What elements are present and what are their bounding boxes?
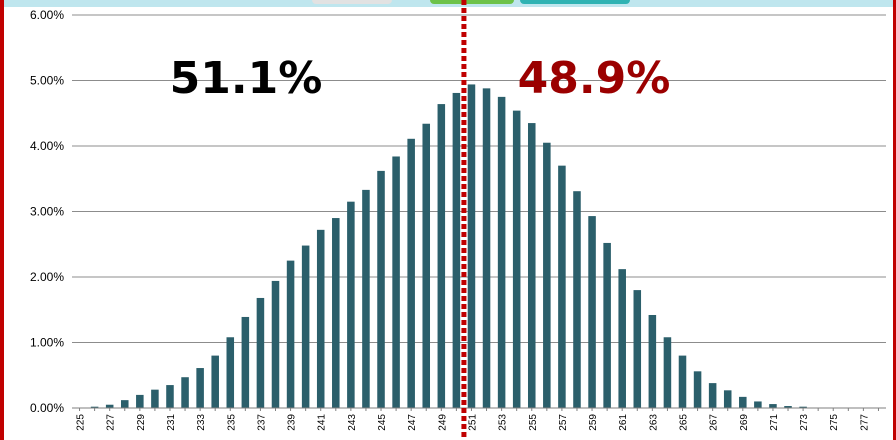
bar-258 xyxy=(573,191,581,408)
bar-252 xyxy=(482,88,491,409)
x-tick-label: 275 xyxy=(829,414,840,431)
y-axis-ticks: 0.00% 1.00% 2.00% 3.00% 4.00% 5.00% 6.00% xyxy=(30,8,64,415)
bar-257 xyxy=(558,165,566,408)
bar-235 xyxy=(226,337,235,408)
bar-251 xyxy=(467,84,476,409)
right-share-label: 48.9% xyxy=(518,53,671,104)
bar-261 xyxy=(618,269,626,408)
bar-242 xyxy=(332,218,340,408)
bar-273 xyxy=(799,406,807,408)
x-tick-label: 257 xyxy=(558,414,569,431)
bar-236 xyxy=(241,316,250,408)
bar-259 xyxy=(588,216,596,408)
x-tick-label: 227 xyxy=(106,414,117,431)
bar-243 xyxy=(347,201,355,408)
bar-268 xyxy=(723,390,732,408)
x-tick-label: 239 xyxy=(287,414,298,431)
left-border xyxy=(0,0,4,440)
bar-238 xyxy=(271,280,280,408)
bar-267 xyxy=(708,383,717,408)
bar-265 xyxy=(678,355,687,408)
bar-270 xyxy=(754,401,762,408)
bar-229 xyxy=(136,394,144,408)
bar-248 xyxy=(422,123,431,408)
bar-233 xyxy=(196,368,204,408)
bar-246 xyxy=(392,156,400,408)
x-axis-ticks: 225 227 229 231 233 235 237 239 241 243 245 247 249 2… xyxy=(76,408,879,431)
y-tick-label: 0.00% xyxy=(30,401,64,415)
x-tick-label: 225 xyxy=(76,414,87,431)
bar-255 xyxy=(527,123,536,408)
bar-247 xyxy=(407,138,415,409)
y-tick-label: 1.00% xyxy=(30,336,64,350)
bar-260 xyxy=(603,242,611,408)
bar-253 xyxy=(497,96,506,408)
bar-263 xyxy=(648,314,657,408)
bar-231 xyxy=(166,385,174,408)
x-tick-label: 247 xyxy=(407,414,418,431)
x-tick-label: 251 xyxy=(467,414,478,431)
bar-269 xyxy=(739,396,747,408)
bar-264 xyxy=(663,337,672,408)
x-tick-label: 265 xyxy=(679,414,690,431)
x-tick-label: 263 xyxy=(648,414,659,431)
bar-226 xyxy=(90,406,99,408)
x-tick-label: 253 xyxy=(498,414,509,431)
x-tick-label: 231 xyxy=(166,414,177,431)
x-tick-label: 237 xyxy=(256,414,267,431)
x-tick-label: 241 xyxy=(317,414,328,431)
y-tick-label: 6.00% xyxy=(30,8,64,22)
bar-240 xyxy=(301,245,310,408)
bar-239 xyxy=(286,260,295,408)
x-tick-label: 269 xyxy=(739,414,750,431)
bar-227 xyxy=(105,404,114,408)
tab-stub-teal xyxy=(520,0,630,4)
x-tick-label: 229 xyxy=(136,414,147,431)
tab-stub-gray xyxy=(312,0,392,4)
x-tick-label: 243 xyxy=(347,414,358,431)
bar-256 xyxy=(543,142,551,408)
x-tick-label: 261 xyxy=(618,414,629,431)
x-tick-label: 267 xyxy=(709,414,720,431)
y-tick-label: 4.00% xyxy=(30,139,64,153)
bar-234 xyxy=(211,355,219,408)
y-tick-label: 2.00% xyxy=(30,270,64,284)
bar-241 xyxy=(316,229,325,408)
x-tick-label: 233 xyxy=(196,414,207,431)
bar-244 xyxy=(362,189,370,408)
left-share-label: 51.1% xyxy=(170,53,323,104)
bar-250 xyxy=(452,92,461,408)
x-tick-label: 277 xyxy=(859,414,870,431)
bar-249 xyxy=(437,104,446,408)
bar-262 xyxy=(633,290,642,408)
tab-stub-green xyxy=(430,0,514,4)
bar-254 xyxy=(512,110,521,408)
bar-266 xyxy=(693,371,702,408)
bar-271 xyxy=(769,404,777,408)
x-tick-label: 255 xyxy=(528,414,539,431)
bar-245 xyxy=(377,170,385,408)
y-tick-label: 5.00% xyxy=(30,74,64,88)
bar-272 xyxy=(784,406,792,408)
x-tick-label: 249 xyxy=(437,414,448,431)
x-tick-label: 259 xyxy=(588,414,599,431)
bar-228 xyxy=(120,400,129,408)
x-tick-label: 235 xyxy=(226,414,237,431)
bar-232 xyxy=(181,377,189,408)
x-tick-label: 273 xyxy=(799,414,810,431)
x-tick-label: 271 xyxy=(769,414,780,431)
bar-237 xyxy=(256,297,265,408)
right-border xyxy=(893,0,896,440)
y-tick-label: 3.00% xyxy=(30,205,64,219)
x-tick-label: 245 xyxy=(377,414,388,431)
bars xyxy=(90,84,807,409)
bar-230 xyxy=(151,389,159,408)
